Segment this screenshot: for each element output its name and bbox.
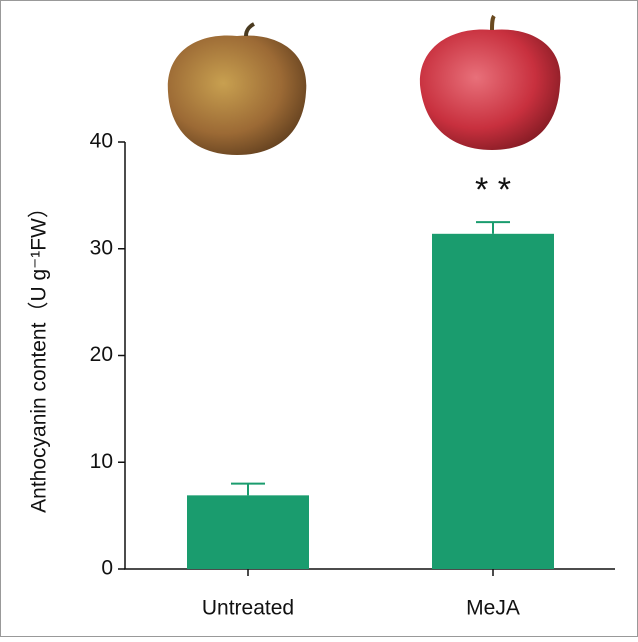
- bar: [432, 233, 554, 569]
- apple-meja: [419, 14, 561, 151]
- y-tick-label: 10: [90, 450, 113, 473]
- y-axis-label: Anthocyanin content（U g⁻¹FW）: [28, 197, 51, 513]
- x-tick-label: Untreated: [202, 597, 294, 620]
- x-tick-label: MeJA: [466, 597, 520, 620]
- bar: [187, 495, 309, 569]
- significance-label: * *: [475, 171, 511, 209]
- y-tick-label: 40: [90, 130, 113, 153]
- y-tick-label: 30: [90, 236, 113, 259]
- apple-untreated: [167, 22, 307, 155]
- y-tick-label: 0: [101, 557, 113, 580]
- y-tick-label: 20: [90, 343, 113, 366]
